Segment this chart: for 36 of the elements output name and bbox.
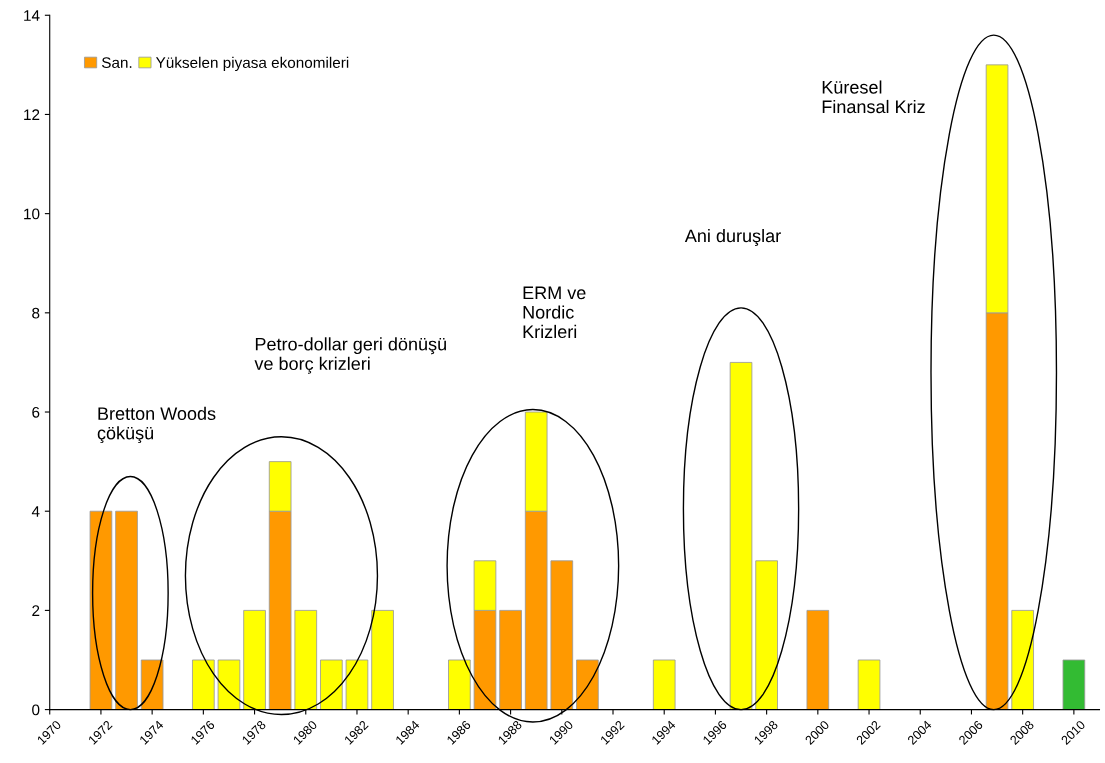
bar	[806, 609, 830, 710]
bar	[192, 659, 215, 710]
y-tick-label: 14	[24, 10, 40, 21]
y-tick-label: 2	[32, 605, 40, 616]
legend-label: Yükselen piyasa ekonomileri	[155, 56, 349, 72]
bar	[243, 609, 266, 710]
bar	[1011, 609, 1034, 710]
annotation: Bretton Woods çöküşü	[97, 406, 216, 444]
bar	[1062, 659, 1086, 710]
bar	[499, 609, 522, 710]
bar	[652, 659, 676, 710]
bar	[115, 510, 138, 710]
bar	[371, 609, 394, 710]
bar	[345, 659, 369, 710]
y-tick-label: 10	[24, 208, 40, 220]
bar	[576, 659, 599, 710]
y-tick-label: 6	[32, 406, 40, 418]
y-tick-label: 4	[31, 506, 40, 517]
y-tick-label: 0	[32, 704, 40, 716]
annotation: Küresel Finansal Kriz	[822, 80, 925, 114]
bar	[550, 560, 574, 710]
bar	[320, 659, 343, 710]
bar	[140, 659, 164, 710]
bar	[755, 560, 778, 710]
bar	[448, 659, 471, 710]
bar	[857, 659, 881, 710]
bar	[89, 510, 113, 710]
legend-label: San.	[101, 57, 132, 69]
bar	[217, 659, 241, 710]
bar	[729, 362, 753, 710]
y-tick-label: 8	[32, 307, 40, 319]
annotation: Ani duruşlar	[684, 228, 781, 246]
y-tick-label: 12	[24, 109, 40, 120]
annotation: ERM ve Nordic Krizleri	[523, 286, 586, 339]
annotation: Petro-dollar geri dönüşü ve borç krizleri	[254, 337, 446, 374]
bar	[294, 609, 318, 710]
